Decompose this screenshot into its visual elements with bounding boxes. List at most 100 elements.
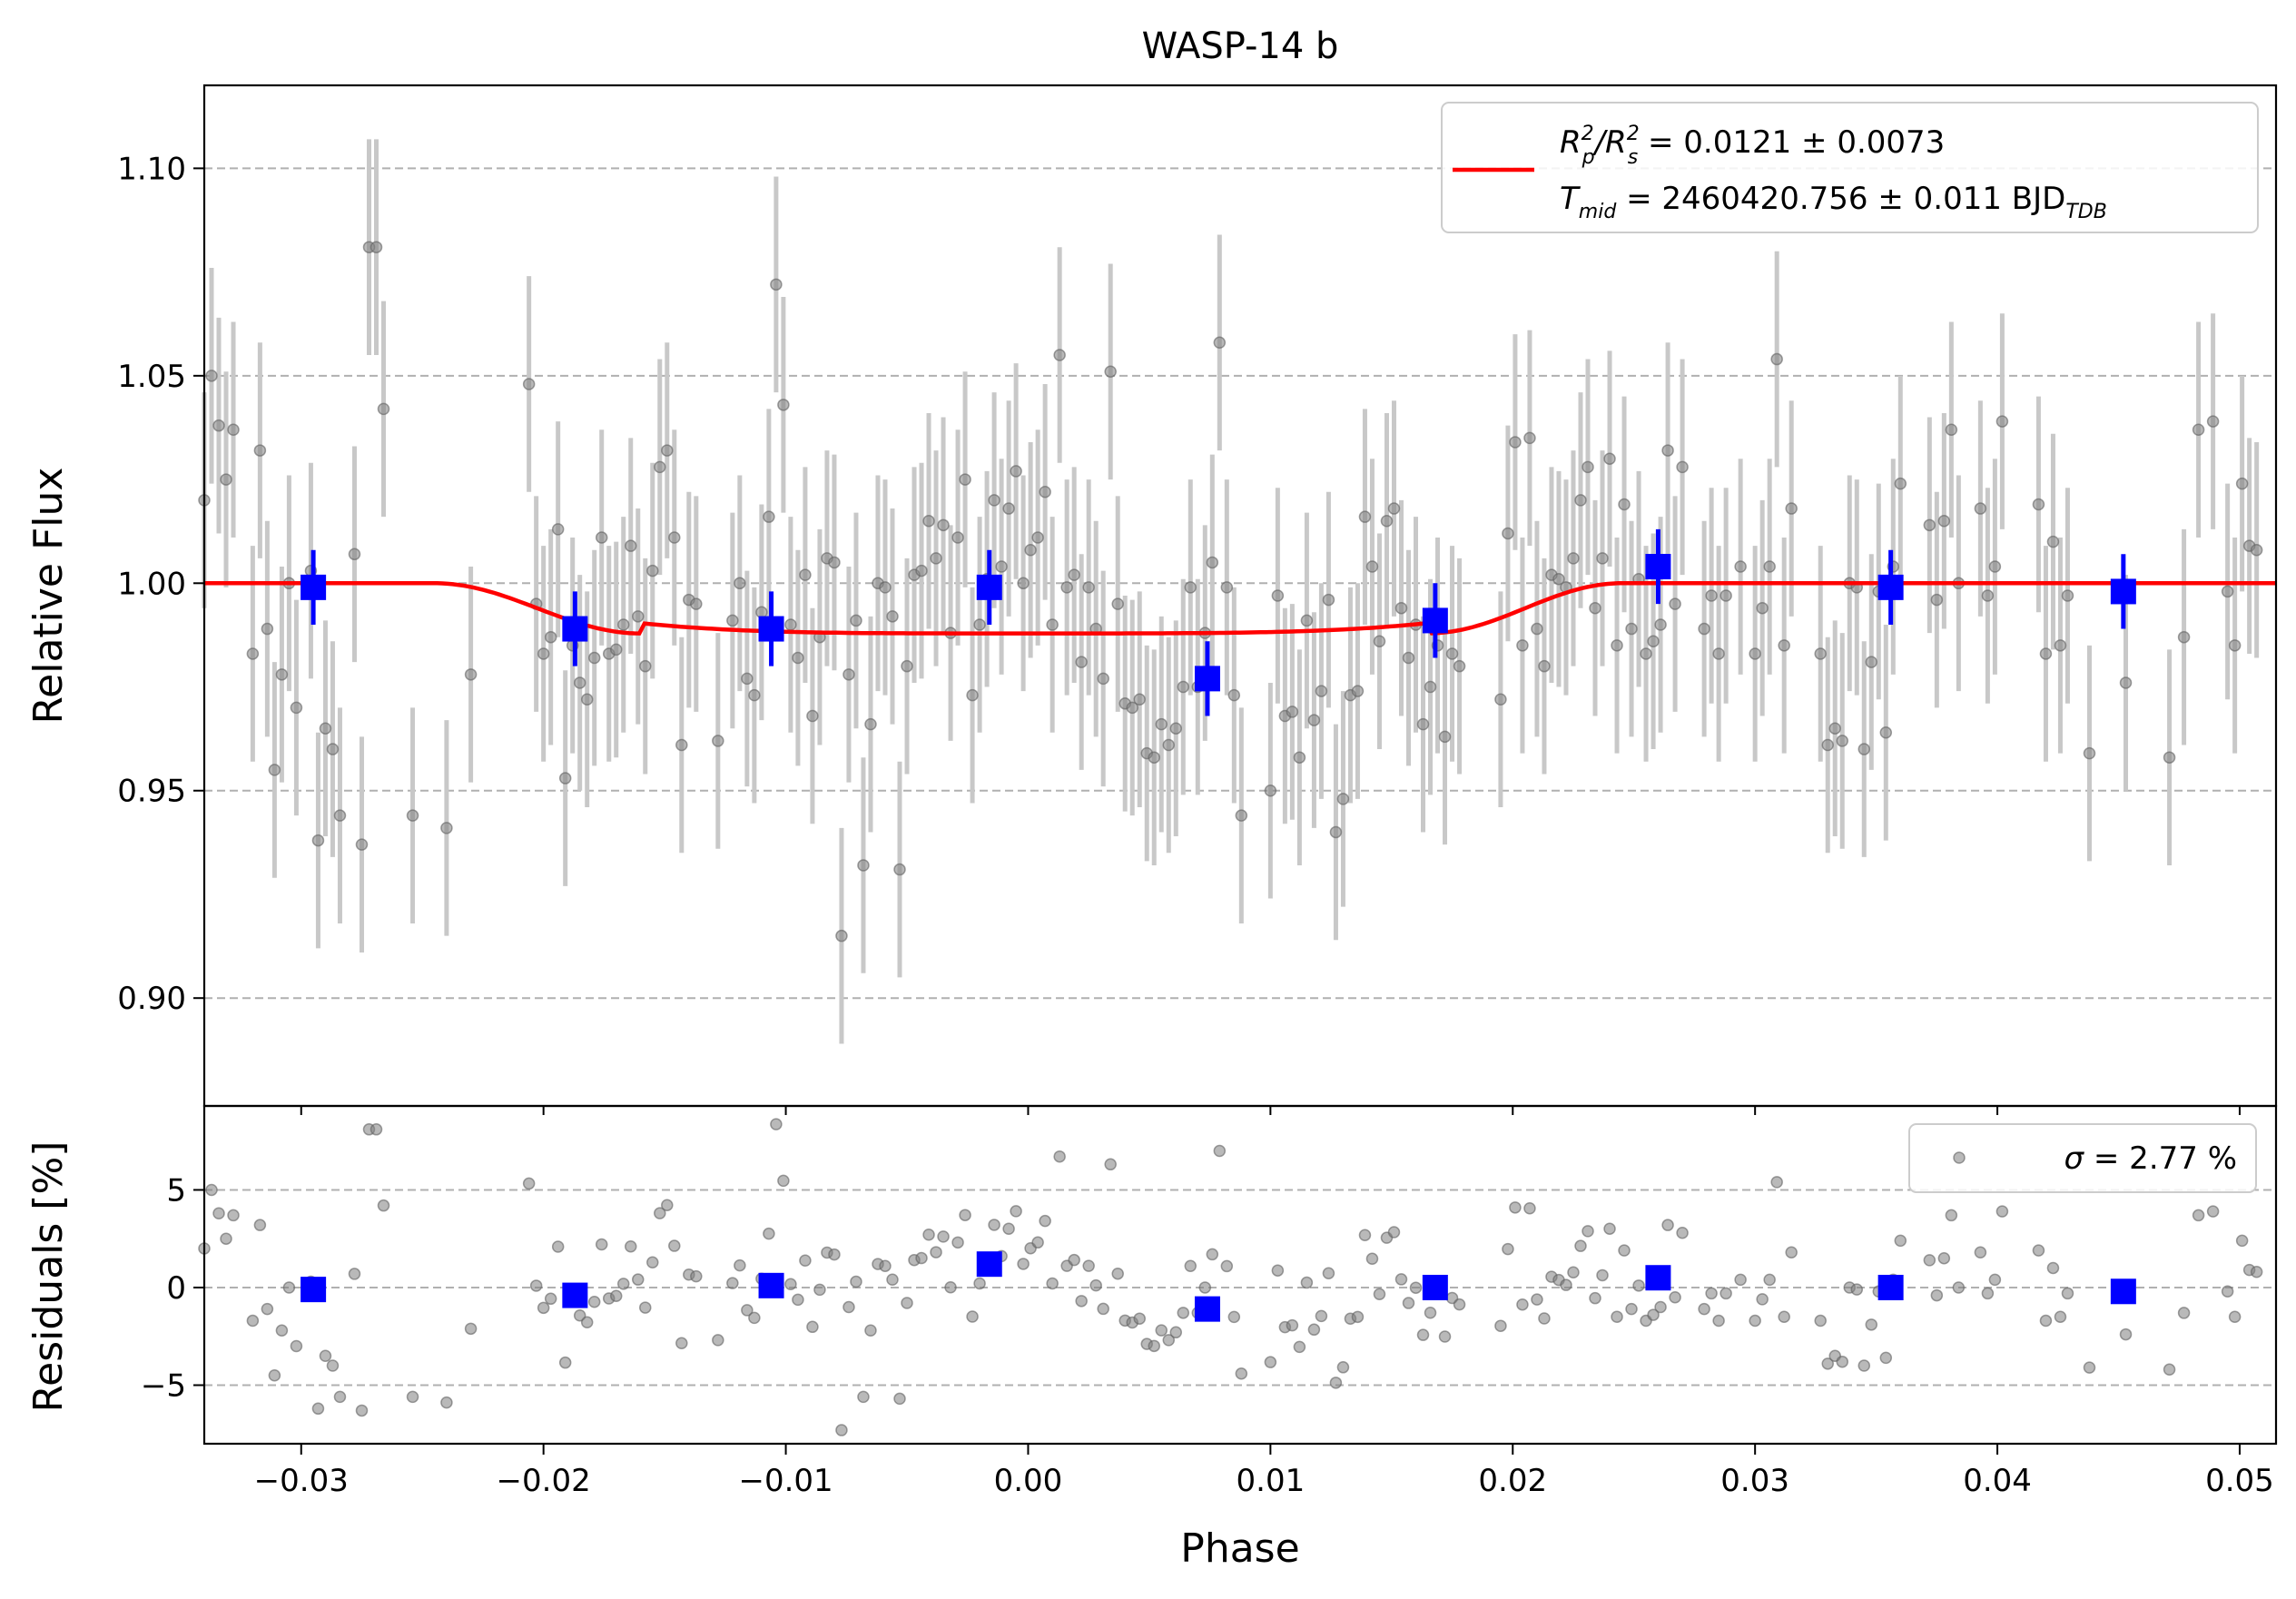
residual-point [726,1277,739,1289]
residual-binned-point [1422,1274,1448,1300]
data-point [1589,601,1601,615]
residual-point [326,1359,340,1372]
residual-point [2177,1307,2191,1319]
residual-point [1509,1201,1522,1214]
data-point [1351,685,1365,697]
residual-point [2039,1314,2053,1328]
data-point [1661,444,1674,457]
data-point [1836,735,1848,747]
residual-point [268,1368,281,1382]
residual-point [1865,1318,1878,1331]
residual-point [770,1118,783,1130]
residual-point [930,1246,942,1258]
residual-point [2228,1310,2242,1323]
data-point [835,929,848,943]
data-point [777,399,790,411]
data-point [1293,751,1306,764]
data-point [675,738,688,752]
residual-point [944,1281,957,1294]
residual-point [922,1228,935,1241]
data-point [1734,560,1747,573]
residual-point [1198,1281,1212,1294]
data-point [1618,498,1631,511]
residual-point [1582,1225,1594,1238]
residual-point [1988,1273,2002,1287]
residual-point [1169,1326,1183,1339]
data-point [311,834,325,847]
data-point [1286,706,1299,718]
x-axis-label: Phase [1180,1525,1299,1572]
residual-point [1286,1318,1299,1332]
residual-point [558,1356,572,1369]
residual-point [1097,1302,1109,1316]
residual-point [1235,1367,1248,1380]
residual-point [1560,1278,1572,1291]
residual-point [857,1390,870,1404]
data-point [1402,651,1415,665]
residual-point [2046,1261,2060,1275]
data-point [1669,597,1681,610]
residual-point [893,1392,906,1406]
data-point [609,643,623,656]
data-point [1373,635,1386,648]
main-binned-points [301,528,2136,716]
data-point [558,772,572,785]
residual-point [275,1324,289,1337]
residual-point [1438,1330,1452,1343]
main-y-ticks: 0.90 0.95 1.00 1.05 1.10 [117,151,204,1017]
residual-point [406,1390,419,1404]
data-point [370,241,383,253]
residual-point [1974,1246,1987,1259]
residual-point [616,1278,630,1290]
residual-point [1082,1259,1095,1272]
residual-point [1712,1314,1725,1328]
residual-point [1394,1273,1408,1286]
data-point [227,423,240,436]
residual-point [1531,1293,1543,1306]
residual-point [661,1199,674,1211]
residual-binned-points [301,1251,2136,1322]
residual-point [1162,1334,1176,1347]
residual-point [835,1424,848,1436]
data-point [1184,581,1197,594]
residual-point [1611,1310,1623,1323]
residual-point [246,1314,260,1328]
residual-point [1945,1209,1958,1222]
data-point [1988,560,2002,573]
residual-point [1705,1287,1718,1300]
residual-point [1039,1214,1051,1228]
data-point [1024,543,1037,557]
residual-binned-point [1877,1274,1904,1300]
residual-point [1424,1306,1437,1319]
data-point [261,622,274,636]
data-point [253,444,267,457]
data-point [1523,431,1536,445]
data-point [1453,659,1466,673]
data-point [1625,622,1638,636]
data-point [2061,589,2074,602]
residual-point [1676,1227,1689,1239]
residual-point [348,1268,361,1280]
data-point [1923,518,1936,532]
legend-residual-marker [1953,1151,1966,1164]
residual-point [1734,1273,1747,1287]
data-point [1502,527,1514,540]
data-point [1300,614,1314,627]
residual-point [464,1322,478,1336]
residual-point [2192,1209,2205,1222]
data-point [1133,693,1146,706]
residual-point [537,1301,550,1315]
residual-y-ticks: −5 0 5 [141,1172,204,1404]
data-point [1111,597,1124,610]
residual-point [1184,1259,1197,1272]
residual-point [1031,1236,1044,1249]
legend-tmid-text: Tmid = 2460420.756 ± 0.011 BJDTDB [1560,181,2107,223]
residual-point [2061,1287,2074,1300]
residual-point [1770,1176,1783,1189]
residual-point [1133,1312,1146,1325]
data-point [857,859,870,872]
data-point [2054,639,2067,652]
residual-y-tick-label: 0 [166,1270,186,1307]
data-point [1017,577,1030,590]
